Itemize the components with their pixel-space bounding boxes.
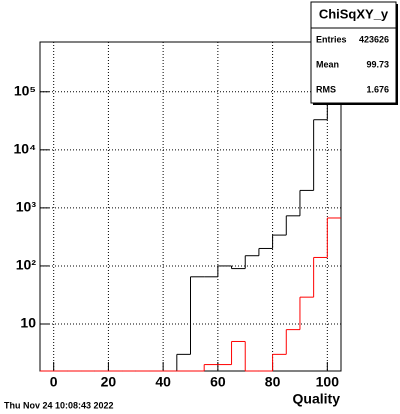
stats-value: 99.73: [366, 59, 389, 69]
timestamp: Thu Nov 24 10:08:43 2022: [4, 400, 114, 410]
x-tick-label: 40: [155, 374, 171, 390]
x-tick-label: 100: [316, 374, 340, 390]
x-axis-title: Quality: [293, 391, 341, 407]
y-tick-label: 10: [20, 315, 36, 331]
x-tick-label: 80: [265, 374, 281, 390]
y-tick-label: 10⁵: [14, 82, 36, 98]
stats-label: Mean: [316, 59, 339, 69]
y-tick-label: 10³: [16, 199, 37, 215]
stats-value: 1.676: [366, 84, 389, 94]
stats-title: ChiSqXY_y: [319, 6, 389, 21]
x-tick-label: 60: [210, 374, 226, 390]
stats-label: RMS: [316, 84, 336, 94]
x-tick-label: 20: [101, 374, 117, 390]
x-tick-label: 0: [50, 374, 58, 390]
stats-value: 423626: [359, 34, 389, 44]
stats-label: Entries: [316, 34, 347, 44]
y-tick-label: 10⁴: [14, 141, 37, 157]
stats-box: [310, 1, 397, 104]
y-tick-label: 10²: [16, 257, 37, 273]
